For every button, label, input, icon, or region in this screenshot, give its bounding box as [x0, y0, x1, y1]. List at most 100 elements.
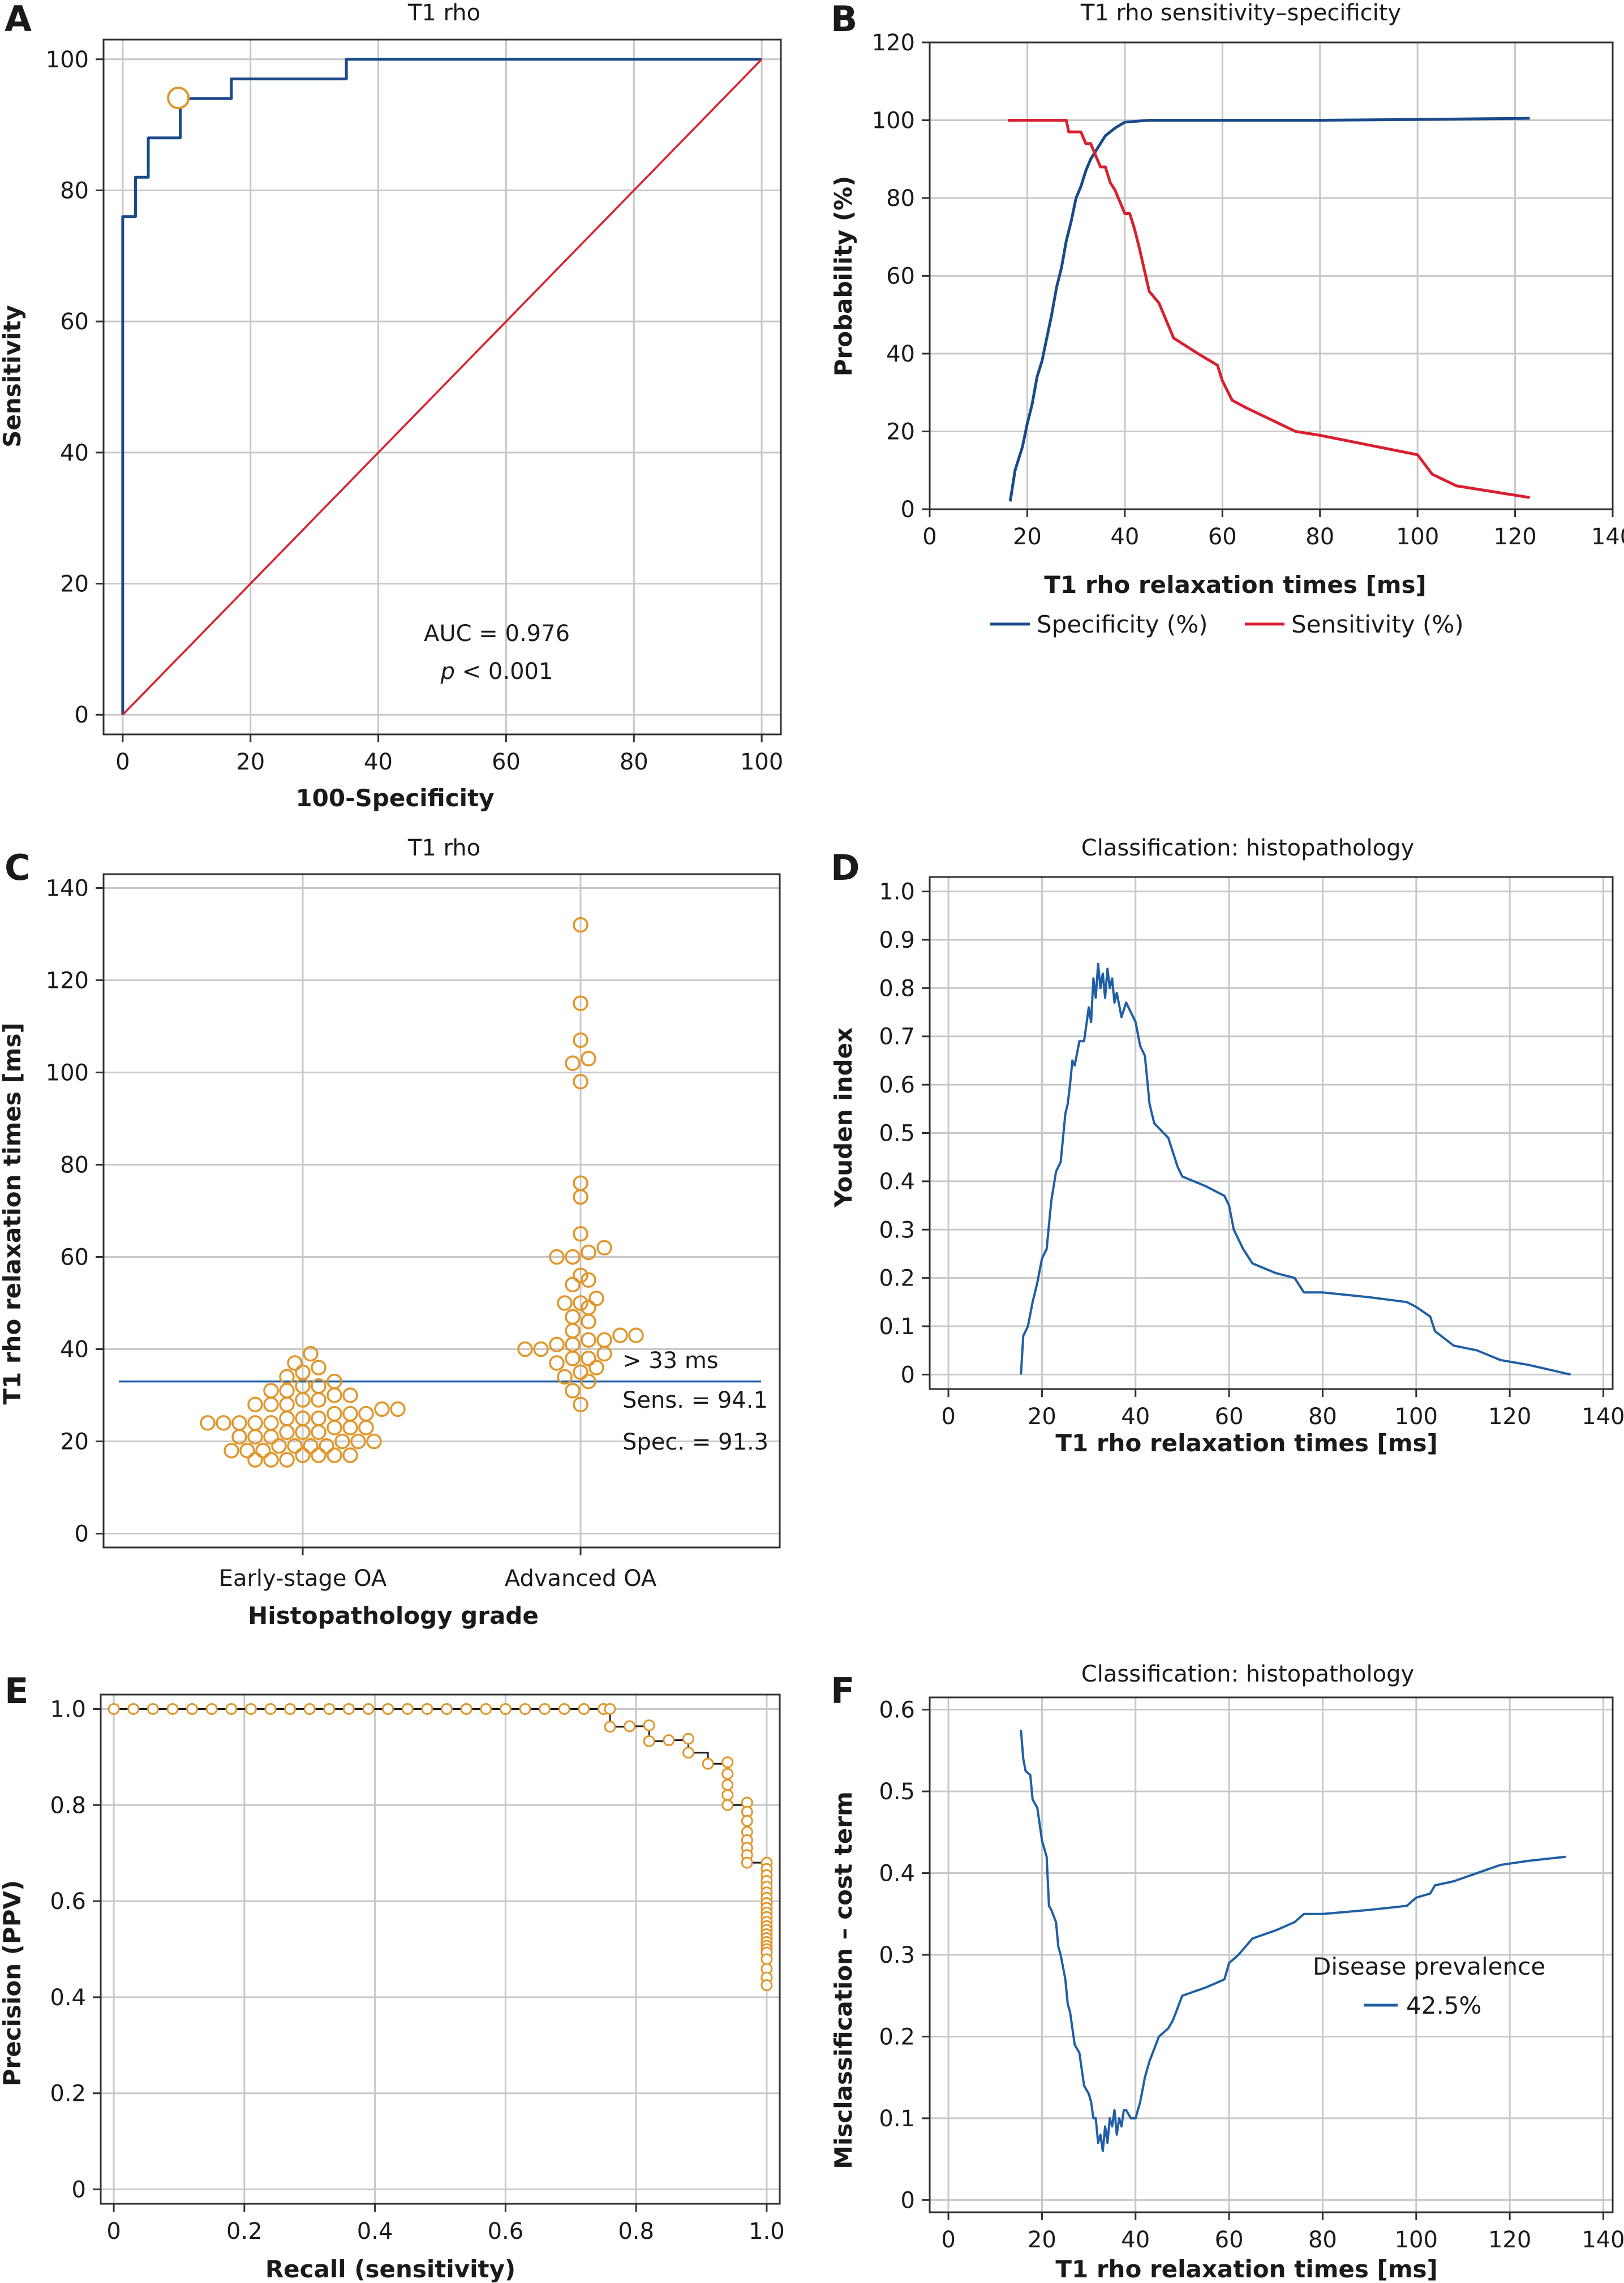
- data-point: [741, 1815, 753, 1827]
- panel-a-x-axis-label: 100-Specificity: [295, 784, 494, 812]
- data-point: [573, 1175, 588, 1191]
- y-tick-label: 80: [60, 178, 89, 204]
- data-point: [326, 1405, 342, 1422]
- data-point: [311, 1424, 326, 1440]
- data-point: [279, 1424, 295, 1440]
- data-point: [279, 1396, 295, 1413]
- data-point: [287, 1355, 303, 1371]
- y-tick-label: 1.0: [879, 879, 915, 905]
- data-point: [663, 1734, 675, 1747]
- y-tick-label: 0: [72, 2177, 86, 2203]
- data-point: [247, 1396, 263, 1413]
- data-point: [284, 1702, 297, 1715]
- y-tick-label: 0: [901, 1362, 915, 1388]
- data-point: [374, 1401, 390, 1417]
- panel-e-axes: 0 0.2 0.4 0.6 0.8 1.0 0 0.2 0.4 0.6 0.8 1.0: [50, 1695, 785, 2245]
- data-point: [311, 1392, 326, 1408]
- data-point: [108, 1702, 120, 1715]
- data-point: [549, 1336, 565, 1353]
- data-point: [264, 1702, 277, 1715]
- panel-letter-a: A: [5, 0, 32, 40]
- x-tick-label: 100: [1395, 1404, 1438, 1430]
- x-tick-label: 60: [1215, 1404, 1244, 1430]
- data-point: [295, 1411, 311, 1426]
- data-point: [581, 1244, 596, 1261]
- data-point: [326, 1420, 342, 1435]
- y-tick-label: 40: [60, 440, 89, 466]
- data-point: [565, 1383, 581, 1399]
- data-point: [326, 1447, 342, 1463]
- y-tick-label: 20: [60, 1429, 89, 1455]
- y-tick-label: 0.8: [879, 975, 915, 1001]
- data-point: [311, 1447, 326, 1463]
- panel-c-x-axis-label: Histopathology grade: [248, 1602, 539, 1630]
- data-point: [287, 1438, 303, 1454]
- specificity-line: [1008, 117, 1530, 502]
- x-tick-label: 40: [1121, 1404, 1150, 1430]
- p-value-text: < 0.001: [455, 659, 553, 685]
- data-point: [263, 1452, 279, 1468]
- x-tick-label: 0.8: [618, 2218, 654, 2245]
- y-tick-label: 0: [901, 2187, 915, 2213]
- data-point: [247, 1452, 263, 1468]
- x-tick-label: 20: [1013, 524, 1042, 550]
- reference-line: [122, 58, 763, 716]
- data-point: [231, 1415, 247, 1431]
- panel-d-y-axis-label: Youden index: [830, 1027, 857, 1208]
- data-point: [334, 1433, 350, 1450]
- y-tick-label: 120: [872, 30, 915, 56]
- panel-c-title: T1 rho: [407, 835, 480, 861]
- data-point: [311, 1378, 326, 1394]
- data-point: [573, 917, 588, 933]
- panel-f-x-axis-label: T1 rho relaxation times [ms]: [1055, 2255, 1437, 2283]
- data-point: [319, 1438, 334, 1454]
- data-point: [565, 1249, 581, 1265]
- category-label: Early-stage OA: [219, 1566, 387, 1592]
- data-point: [604, 1702, 616, 1715]
- x-tick-label: 0.4: [357, 2218, 393, 2245]
- data-point: [127, 1702, 140, 1715]
- precision-recall-line: [114, 1708, 768, 1985]
- data-point: [596, 1332, 612, 1348]
- x-tick-label: 40: [1110, 524, 1139, 550]
- data-point: [225, 1702, 238, 1715]
- data-point: [239, 1443, 255, 1459]
- data-point: [558, 1702, 570, 1715]
- x-tick-label: 140: [1582, 1404, 1624, 1430]
- panel-a-title: T1 rho: [407, 0, 480, 26]
- data-point: [721, 1756, 734, 1769]
- data-point: [263, 1415, 279, 1431]
- x-tick-label: 0: [115, 749, 130, 775]
- panel-c-series: Early-stage OA Advanced OA: [119, 874, 761, 1592]
- x-tick-label: 40: [1121, 2227, 1150, 2253]
- data-point: [702, 1757, 714, 1770]
- x-tick-label: 80: [1308, 1404, 1337, 1430]
- panel-d-title: Classification: histopathology: [1081, 835, 1414, 861]
- data-point: [224, 1443, 239, 1459]
- y-tick-label: 0.6: [879, 1697, 915, 1723]
- panel-d-x-axis-label: T1 rho relaxation times [ms]: [1055, 1429, 1437, 1457]
- x-tick-label: 60: [1208, 524, 1237, 550]
- y-tick-label: 100: [872, 108, 915, 134]
- data-point: [279, 1383, 295, 1399]
- data-point: [721, 1799, 734, 1811]
- panel-a-y-axis-label: Sensitivity: [0, 305, 26, 448]
- panel-c-frame: [102, 873, 781, 1549]
- data-point: [311, 1360, 326, 1375]
- data-point: [303, 1702, 316, 1715]
- y-tick-label: 60: [60, 1245, 89, 1271]
- data-point: [358, 1405, 374, 1422]
- data-point: [517, 1341, 533, 1357]
- x-tick-label: 0: [941, 2227, 955, 2253]
- x-tick-label: 20: [1028, 1404, 1056, 1430]
- legend-label-specificity: Specificity (%): [1037, 610, 1208, 638]
- data-point: [342, 1420, 358, 1435]
- y-tick-label: 60: [886, 264, 915, 290]
- data-point: [721, 1768, 734, 1780]
- panel-a-frame: [102, 38, 782, 736]
- panel-d-axes: 0 20 40 60 80 100 120 140 0 0.1 0.2 0.3 0.4 0.5 0.6 0.7…: [879, 877, 1624, 1430]
- optimal-cutoff-point: [167, 87, 190, 110]
- y-tick-label: 20: [60, 571, 89, 597]
- panel-d-frame: [929, 876, 1614, 1390]
